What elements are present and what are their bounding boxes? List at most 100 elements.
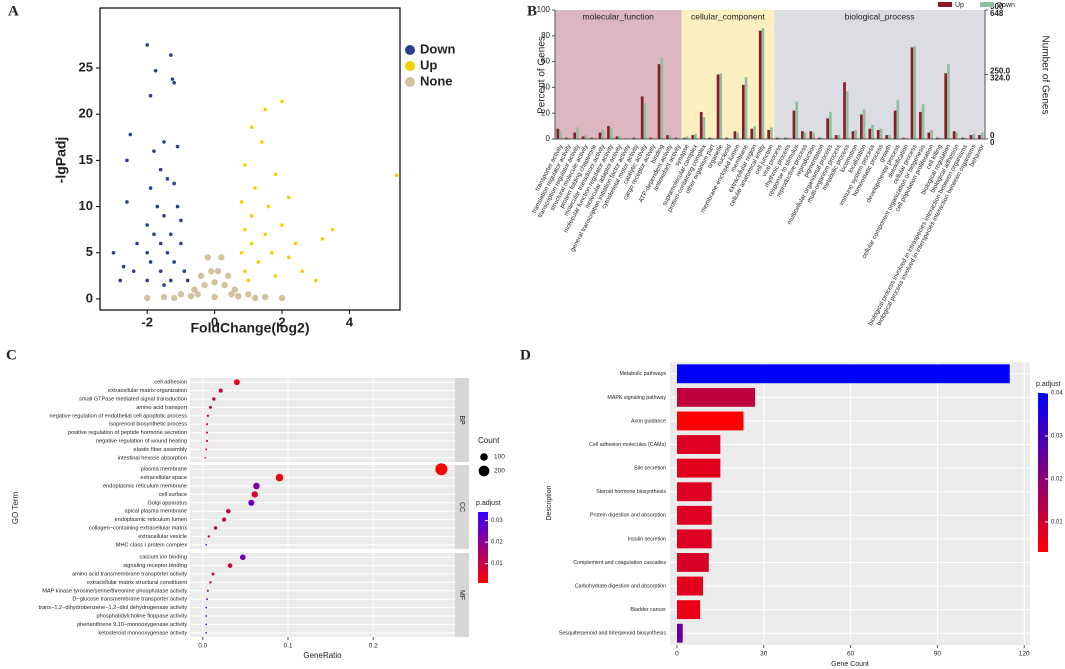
y-axis-label: Percent of Genes — [537, 36, 548, 114]
bar — [845, 91, 849, 139]
bar — [676, 505, 712, 525]
dot — [233, 379, 240, 386]
y-tick-label: Sesquiterpenoid and triterpenoid biosynt… — [559, 631, 667, 637]
y-tick-label: Bladder cancer — [630, 607, 666, 613]
bar — [792, 110, 796, 139]
colorbar-label: 0.04 — [1051, 391, 1063, 397]
point — [243, 269, 247, 274]
point — [145, 278, 149, 283]
dot — [218, 388, 223, 393]
bar — [607, 126, 610, 139]
y-tick-label: 0 — [546, 134, 551, 143]
bar — [972, 133, 976, 139]
point — [243, 163, 247, 167]
point — [111, 250, 116, 255]
colorbar — [1038, 393, 1048, 552]
y-tick-label: Steroid hormone biosynthesis — [596, 489, 666, 495]
y-tick-label: extracellular matrix organization — [108, 388, 187, 394]
bar — [896, 100, 900, 139]
bar — [980, 132, 984, 139]
bar — [770, 127, 773, 139]
x-tick-label: 0 — [675, 651, 679, 658]
point — [165, 250, 170, 255]
y-tick-label: elastic fiber assembly — [134, 447, 188, 453]
bar — [978, 135, 981, 139]
colorbar-label: 0.03 — [1051, 434, 1063, 440]
bar — [969, 135, 973, 139]
y-tick-label: plasma membrane — [141, 467, 187, 473]
bar — [733, 131, 737, 139]
y-tick-label: 60 — [541, 57, 550, 66]
point — [172, 81, 176, 85]
facet-strip — [455, 378, 469, 462]
size-legend-title: Count — [478, 436, 500, 445]
point — [273, 172, 278, 177]
point — [182, 269, 187, 274]
y-tick-label: intestinal hexose absorption — [118, 455, 187, 461]
bar — [834, 135, 838, 139]
bar — [803, 132, 807, 139]
size-label: 100 — [494, 454, 505, 461]
y-tick-label: extracellular vesicle — [138, 534, 187, 540]
bar — [876, 129, 880, 139]
point — [187, 292, 195, 300]
bar — [676, 623, 683, 643]
point — [246, 278, 251, 283]
dot — [222, 517, 227, 522]
point — [177, 291, 185, 298]
bar — [837, 135, 841, 139]
y-tick-label: Axon guidance — [631, 418, 666, 424]
bar — [564, 137, 568, 139]
colorbar-label: 0.01 — [1051, 519, 1063, 525]
bar — [919, 111, 922, 139]
bar — [657, 64, 661, 139]
y-tick-label: endoplasmic reticulum lumen — [115, 517, 187, 523]
x-axis-label: FoldChange(log2) — [191, 320, 310, 336]
x-tick-label: -2 — [141, 314, 153, 329]
size-swatch — [478, 465, 490, 477]
bar — [904, 137, 908, 139]
point — [249, 125, 254, 129]
dot — [205, 543, 208, 546]
bar — [618, 136, 621, 139]
bar — [660, 57, 664, 140]
dot — [205, 631, 208, 634]
point — [125, 200, 129, 204]
bar — [786, 137, 790, 139]
bar — [862, 109, 866, 139]
size-label: 200 — [494, 468, 505, 475]
bar — [888, 135, 891, 139]
dot — [208, 405, 212, 409]
y-tick-label: 20 — [79, 106, 93, 121]
point — [249, 241, 254, 246]
bar — [826, 118, 830, 139]
panel-label: D — [520, 347, 531, 363]
bar — [676, 600, 701, 620]
facet-label: CC — [458, 502, 465, 512]
dot — [226, 508, 231, 514]
bar — [592, 137, 596, 139]
bar — [820, 137, 824, 139]
bar — [761, 28, 765, 140]
section-label: biological_process — [845, 11, 915, 21]
y-tick-label: MAPK signaling pathway — [607, 395, 666, 401]
colorbar-title: p.adjust — [476, 500, 501, 507]
bar — [702, 117, 706, 139]
colorbar — [478, 512, 488, 583]
point — [162, 283, 166, 287]
point — [148, 260, 153, 264]
point — [191, 286, 198, 293]
dot — [205, 615, 208, 617]
bar — [893, 110, 897, 139]
section-band — [774, 10, 985, 139]
y-tick-label: isoprenoid biosynthetic process — [109, 422, 187, 428]
y-tick-label: phosphatidylcholine floppase activity — [97, 613, 188, 619]
legend-label: None — [420, 73, 453, 88]
bar — [843, 82, 846, 139]
bar — [955, 132, 959, 139]
bar — [601, 129, 605, 139]
bar — [677, 137, 680, 139]
point — [152, 149, 156, 153]
dot — [205, 439, 209, 443]
bar — [676, 364, 1010, 384]
